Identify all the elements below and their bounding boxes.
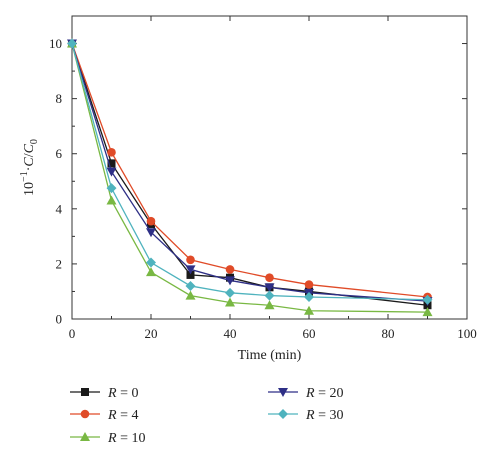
legend-item: R = 30 (268, 408, 343, 423)
legend-item: R = 0 (70, 386, 138, 401)
data-point (185, 280, 196, 291)
data-point (304, 291, 314, 302)
data-point (186, 255, 195, 265)
y-axis-title: 10−1·C/C0 (19, 139, 40, 196)
legend-label-var: R (107, 386, 117, 401)
data-point (146, 228, 156, 238)
legend: R = 0R = 4R = 10R = 20R = 30 (70, 386, 343, 446)
data-point (264, 300, 275, 310)
data-point (107, 148, 116, 157)
legend-label: R = 4 (107, 408, 138, 423)
legend-marker (278, 388, 288, 397)
legend-label: R = 20 (305, 386, 343, 401)
series-layer (67, 38, 433, 317)
y-tick-label: 10 (49, 36, 62, 51)
legend-marker (278, 409, 288, 419)
legend-label: R = 10 (107, 431, 145, 446)
axes: 0 20 40 60 80 100 0 2 4 6 8 10 Time (min) 10−1·C/C0 (19, 15, 477, 363)
legend-label-var: R (305, 386, 315, 401)
x-tick-label: 60 (303, 326, 316, 341)
y-tick-label: 8 (56, 91, 63, 106)
data-point (304, 280, 314, 289)
data-point (304, 305, 314, 315)
x-axis-title: Time (min) (238, 348, 302, 363)
x-tick-label: 100 (457, 326, 477, 341)
data-point (185, 290, 196, 300)
data-point (146, 216, 156, 226)
data-point (67, 38, 77, 49)
legend-label-value: = 10 (117, 431, 146, 446)
series-3 (67, 39, 433, 307)
legend-marker (81, 388, 89, 396)
legend-label-value: = 4 (117, 408, 139, 423)
legend-label: R = 30 (305, 408, 343, 423)
data-point (225, 287, 235, 298)
y-tick-label: 4 (56, 201, 63, 216)
series-0 (68, 39, 432, 310)
x-tick-label: 0 (69, 326, 76, 341)
series-line (71, 43, 428, 298)
legend-label-var: R (305, 408, 315, 423)
legend-label-var: R (107, 431, 117, 446)
series-line (71, 43, 428, 313)
x-tick-label: 20 (145, 326, 158, 341)
legend-item: R = 10 (70, 431, 145, 446)
series-line (71, 43, 428, 306)
series-line (71, 43, 428, 301)
legend-item: R = 20 (268, 386, 343, 401)
legend-label-var: R (107, 408, 117, 423)
y-tick-label: 0 (56, 312, 63, 327)
data-point (265, 273, 274, 282)
data-point (264, 283, 275, 293)
data-point (264, 290, 275, 301)
data-point (225, 297, 235, 307)
data-point (225, 265, 235, 274)
y-tick-label: 2 (56, 256, 63, 271)
data-point (185, 265, 196, 275)
legend-marker (80, 432, 90, 441)
data-point (146, 257, 156, 268)
series-line (71, 43, 428, 302)
series-1 (67, 39, 432, 302)
series-2 (67, 38, 433, 317)
data-point (107, 159, 116, 168)
data-point (106, 167, 117, 177)
data-point (106, 195, 117, 205)
x-tick-label: 80 (382, 326, 395, 341)
legend-item: R = 4 (70, 408, 138, 423)
data-point (422, 294, 433, 305)
y-tick-label: 6 (56, 146, 63, 161)
data-point (106, 183, 117, 194)
legend-marker (80, 409, 90, 419)
series-4 (67, 38, 433, 305)
legend-label-value: = 0 (117, 386, 139, 401)
data-point (422, 307, 433, 317)
data-point (146, 267, 156, 277)
legend-label: R = 0 (107, 386, 138, 401)
data-point (225, 276, 235, 286)
legend-label-value: = 20 (315, 386, 344, 401)
legend-label-value: = 30 (315, 408, 344, 423)
data-point (186, 270, 195, 279)
x-tick-label: 40 (224, 326, 237, 341)
